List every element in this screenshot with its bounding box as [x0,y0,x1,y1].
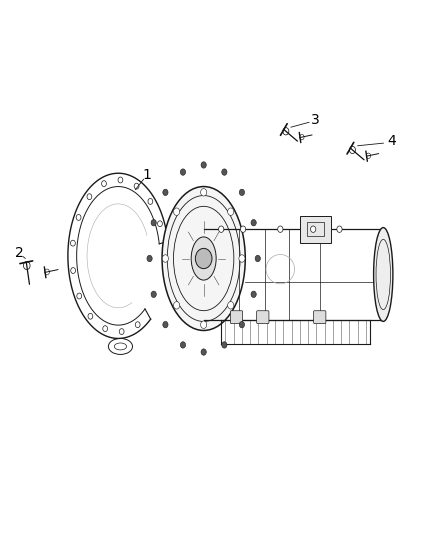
Circle shape [201,189,207,196]
Circle shape [87,194,92,200]
Circle shape [162,255,169,262]
Circle shape [173,302,180,309]
FancyBboxPatch shape [257,311,269,324]
Circle shape [311,226,316,232]
Circle shape [180,342,186,348]
Text: 2: 2 [15,246,24,260]
Circle shape [163,189,168,196]
Circle shape [228,208,234,215]
Text: 3: 3 [311,113,320,127]
Circle shape [228,302,234,309]
Circle shape [77,293,81,299]
Circle shape [239,189,244,196]
Circle shape [76,214,81,220]
Circle shape [240,226,246,232]
Circle shape [103,326,108,332]
Circle shape [119,329,124,335]
Circle shape [195,248,212,269]
Ellipse shape [191,237,216,280]
Circle shape [151,220,156,226]
Circle shape [71,268,75,273]
Circle shape [239,255,245,262]
Circle shape [201,162,206,168]
Ellipse shape [162,187,245,330]
Circle shape [173,208,180,215]
Bar [300,216,331,243]
Circle shape [219,226,224,232]
Circle shape [163,321,168,328]
FancyBboxPatch shape [314,311,326,324]
Circle shape [148,198,153,204]
Circle shape [222,169,227,175]
Circle shape [102,181,106,187]
Circle shape [158,221,162,227]
Circle shape [135,322,140,328]
Circle shape [151,291,156,297]
Circle shape [251,220,256,226]
Circle shape [201,349,206,356]
Circle shape [71,240,75,246]
Circle shape [278,226,283,232]
Circle shape [201,321,207,328]
Circle shape [180,169,186,175]
Circle shape [134,183,139,189]
Ellipse shape [374,228,393,321]
Circle shape [118,177,123,183]
Circle shape [337,226,342,232]
Text: 4: 4 [388,134,396,148]
Circle shape [255,255,260,262]
Circle shape [222,342,227,348]
Circle shape [88,313,93,319]
Circle shape [239,321,244,328]
Bar [307,222,324,236]
Circle shape [147,255,152,262]
Text: 1: 1 [142,168,151,182]
Circle shape [251,291,256,297]
FancyBboxPatch shape [230,311,243,324]
